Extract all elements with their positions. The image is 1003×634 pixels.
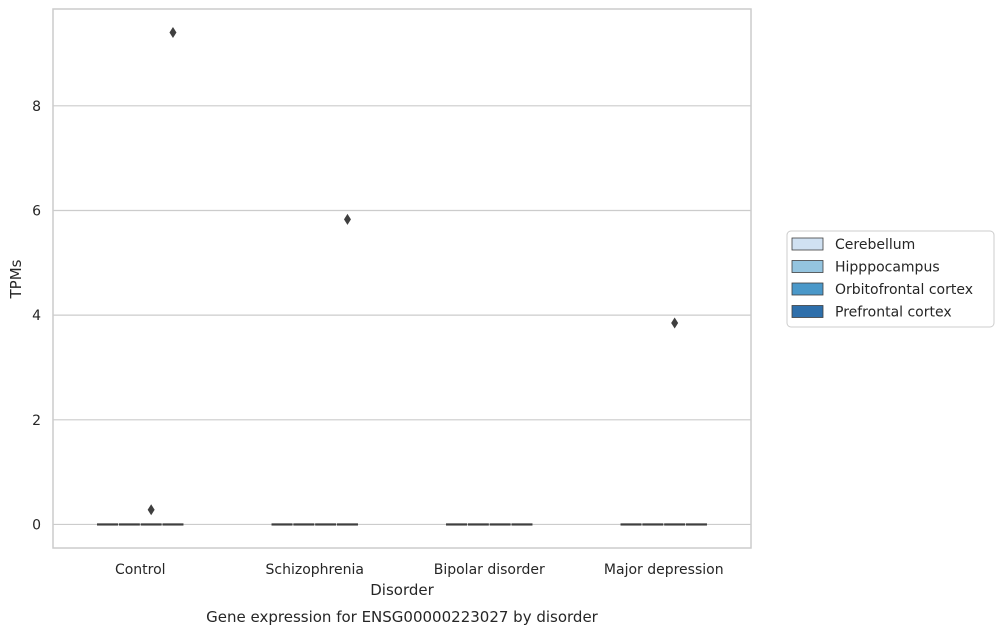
legend-frame	[786, 230, 995, 328]
chart-caption: Gene expression for ENSG00000223027 by d…	[206, 608, 599, 626]
outlier-point	[169, 27, 177, 39]
y-tick-label: 6	[32, 203, 41, 219]
legend-swatch	[791, 260, 824, 273]
legend-label: Orbitofrontal cortex	[835, 282, 973, 298]
outlier-point	[671, 317, 679, 329]
x-tick-label: Control	[115, 562, 166, 578]
y-tick-label: 0	[32, 517, 41, 533]
x-axis-label: Disorder	[370, 581, 434, 599]
plot-frame	[52, 8, 752, 549]
y-tick-label: 4	[32, 308, 41, 324]
legend: Cerebellum Hipppocampus Orbitofrontal cort…	[786, 230, 995, 328]
x-tick-label: Bipolar disorder	[434, 562, 545, 578]
y-tick-labels: 0 2 4 6 8	[32, 99, 41, 534]
outlier-points	[147, 27, 679, 516]
outlier-point	[147, 504, 155, 516]
y-tick-label: 2	[32, 413, 41, 429]
x-tick-labels: Control Schizophrenia Bipolar disorder Majo…	[115, 562, 724, 578]
y-tick-label: 8	[32, 99, 41, 115]
legend-label: Hipppocampus	[835, 260, 940, 276]
legend-swatch	[791, 237, 824, 251]
outlier-point	[343, 213, 351, 225]
gridlines	[53, 105, 751, 526]
legend-swatch	[791, 305, 824, 318]
x-tick-label: Schizophrenia	[266, 562, 364, 578]
legend-label: Prefrontal cortex	[835, 305, 952, 321]
legend-label: Cerebellum	[835, 237, 915, 253]
y-axis-label: TPMs	[7, 259, 25, 299]
boxes	[97, 523, 707, 526]
x-tick-label: Major depression	[604, 562, 724, 578]
legend-swatch	[791, 282, 824, 296]
